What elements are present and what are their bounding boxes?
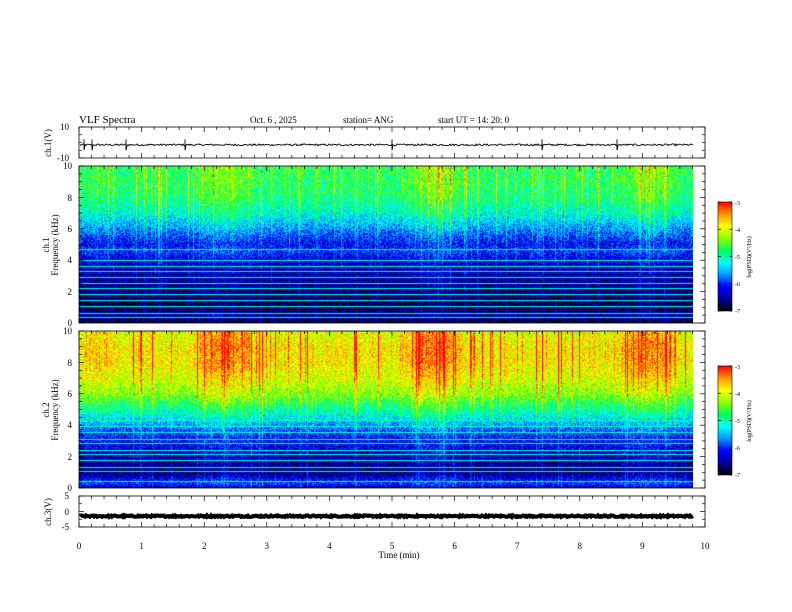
station-label: station= ANG <box>343 115 394 125</box>
ch1-spectrogram-canvas-holder <box>79 166 693 323</box>
ch2-colorbar-tick-m7: -7 <box>735 473 740 479</box>
time-tick-8: 8 <box>578 541 583 551</box>
ch3-ytick-mid: 0 <box>65 507 70 517</box>
ch2-spectrogram-panel: 0 2 4 6 8 10 ch.2 Frequency (kHz) <box>41 326 706 493</box>
ch1-freq-tick-2: 2 <box>68 287 73 297</box>
ch2-spectrogram-ylabel-frequency: Frequency (kHz) <box>50 379 60 440</box>
ch1-colorbar-ticks <box>718 201 732 312</box>
ch2-colorbar-tick-m3: -3 <box>735 365 740 371</box>
time-tick-5: 5 <box>390 541 395 551</box>
ch1-spectrogram-ticks <box>78 165 706 324</box>
ch3-waveform-trace <box>78 512 694 521</box>
ch2-freq-tick-10: 10 <box>63 326 73 336</box>
ch1-spectrogram-panel: 0 2 4 6 8 10 ch.1 Frequency (kHz) <box>41 161 706 328</box>
ch1-colorbar-tick-m4: -4 <box>735 228 740 234</box>
ch3-waveform-panel: 5 0 -5 ch.3(V) <box>43 491 706 532</box>
ch2-spectrogram-heatmap <box>79 331 693 488</box>
time-tick-6: 6 <box>452 541 457 551</box>
ch3-waveform-ylabel: ch.3(V) <box>43 498 53 526</box>
ch1-colorbar-tick-m6: -6 <box>735 282 740 288</box>
ch1-colorbar-tick-m5: -5 <box>735 255 740 261</box>
ch3-ytick-top: 5 <box>65 491 70 501</box>
date-label: Oct. 6 , 2025 <box>250 115 297 125</box>
start-ut-label: start UT = 14: 20: 0 <box>438 115 510 125</box>
ch1-waveform-trace <box>79 139 694 151</box>
time-tick-10: 10 <box>701 541 711 551</box>
ch2-colorbar: -3 -4 -5 -6 -7 log(PSD)(V²/Hz) <box>717 365 753 479</box>
ch3-ytick-bottom: -5 <box>62 522 70 532</box>
ch1-ytick-bottom: -10 <box>57 153 69 163</box>
ch2-spectrogram-canvas-holder <box>79 331 693 488</box>
time-axis: 0 1 2 3 4 5 6 7 8 9 10 Time (min) <box>77 541 710 560</box>
ch2-freq-tick-2: 2 <box>68 452 73 462</box>
ch2-colorbar-tick-m4: -4 <box>735 392 740 398</box>
time-tick-9: 9 <box>640 541 645 551</box>
ch1-colorbar: -3 -4 -5 -6 -7 log(PSD)(V²/Hz) <box>717 201 753 315</box>
time-axis-label: Time (min) <box>379 550 420 560</box>
time-tick-2: 2 <box>202 541 207 551</box>
ch1-spectrogram-ylabel-channel: ch.1 <box>41 237 51 252</box>
ch1-ytick-top: 10 <box>60 122 70 132</box>
ch2-spectrogram-ylabel-channel: ch.2 <box>41 402 51 417</box>
ch2-spectrogram-ticks <box>78 330 706 489</box>
ch1-freq-tick-4: 4 <box>68 255 73 265</box>
ch2-freq-tick-0: 0 <box>68 483 73 493</box>
ch1-waveform-ticks <box>78 126 706 159</box>
ch1-spectrogram-heatmap <box>79 166 693 323</box>
ch2-colorbar-label: log(PSD)(V²/Hz) <box>746 400 753 441</box>
ch1-freq-tick-6: 6 <box>68 224 73 234</box>
ch2-colorbar-tick-m5: -5 <box>735 419 740 425</box>
ch2-freq-tick-4: 4 <box>68 420 73 430</box>
time-tick-0: 0 <box>77 541 82 551</box>
ch2-freq-tick-6: 6 <box>68 389 73 399</box>
ch1-waveform-ylabel: ch.1(V) <box>43 129 53 157</box>
time-tick-4: 4 <box>327 541 332 551</box>
ch1-spectrogram-ylabel-frequency: Frequency (kHz) <box>50 214 60 275</box>
ch1-colorbar-tick-m7: -7 <box>735 309 740 315</box>
ch1-colorbar-label: log(PSD)(V²/Hz) <box>746 236 753 277</box>
ch2-colorbar-tick-m6: -6 <box>735 446 740 452</box>
ch2-colorbar-ticks <box>718 365 732 476</box>
time-tick-3: 3 <box>265 541 270 551</box>
ch1-freq-tick-0: 0 <box>68 318 73 328</box>
ch1-freq-tick-8: 8 <box>68 193 73 203</box>
time-tick-1: 1 <box>139 541 144 551</box>
time-tick-7: 7 <box>515 541 520 551</box>
ch1-colorbar-tick-m3: -3 <box>735 201 740 207</box>
ch3-waveform-ticks <box>78 495 706 528</box>
ch2-freq-tick-8: 8 <box>68 358 73 368</box>
ch1-freq-tick-10: 10 <box>63 161 73 171</box>
figure-title: VLF Spectra <box>79 114 136 126</box>
ch1-waveform-panel: 10 -10 ch.1(V) <box>43 122 706 163</box>
